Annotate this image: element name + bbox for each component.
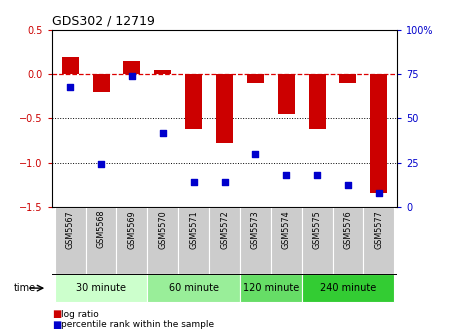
Point (283, 172, 290, 177)
Point (344, 183, 352, 188)
Bar (278, 74, 295, 114)
Bar (154, 70, 171, 74)
Bar (308, 74, 326, 129)
Bar (147, 274, 240, 302)
Point (97, 162, 105, 167)
Bar (92, 74, 110, 92)
Bar (240, 207, 271, 274)
Text: GSM5574: GSM5574 (282, 210, 291, 249)
Point (66, 84, 74, 89)
Bar (271, 207, 302, 274)
Bar (247, 74, 264, 83)
Bar (216, 74, 233, 143)
Text: GSM5575: GSM5575 (313, 210, 321, 249)
Point (252, 151, 259, 157)
Bar (209, 207, 240, 274)
Text: percentile rank within the sample: percentile rank within the sample (61, 321, 214, 329)
Bar (302, 207, 333, 274)
Bar (62, 57, 79, 74)
Text: 240 minute: 240 minute (320, 283, 376, 293)
Point (375, 190, 383, 195)
Text: GDS302 / 12719: GDS302 / 12719 (52, 15, 154, 28)
Point (159, 130, 166, 135)
Text: ■: ■ (52, 309, 61, 319)
Text: GSM5572: GSM5572 (220, 210, 229, 249)
Bar (339, 74, 357, 83)
Point (313, 172, 321, 177)
Bar (86, 207, 116, 274)
Point (190, 179, 197, 185)
Bar (302, 274, 394, 302)
Text: 30 minute: 30 minute (76, 283, 126, 293)
Text: GSM5571: GSM5571 (189, 210, 198, 249)
Bar (55, 207, 86, 274)
Bar (123, 61, 141, 74)
Text: 60 minute: 60 minute (169, 283, 219, 293)
Point (221, 179, 228, 185)
Bar (185, 74, 202, 129)
Bar (240, 274, 302, 302)
Bar (116, 207, 147, 274)
Bar (147, 207, 178, 274)
Bar (370, 74, 387, 194)
Text: GSM5568: GSM5568 (97, 210, 106, 249)
Text: ■: ■ (52, 320, 61, 330)
Bar (55, 274, 147, 302)
Text: 120 minute: 120 minute (242, 283, 299, 293)
Text: time: time (13, 283, 35, 293)
Text: GSM5573: GSM5573 (251, 210, 260, 249)
Bar (363, 207, 394, 274)
Text: GSM5570: GSM5570 (158, 210, 167, 249)
Bar (178, 207, 209, 274)
Text: GSM5577: GSM5577 (374, 210, 383, 249)
Point (128, 74, 136, 79)
Text: GSM5567: GSM5567 (66, 210, 75, 249)
Bar (333, 207, 363, 274)
Text: log ratio: log ratio (61, 310, 98, 319)
Text: GSM5576: GSM5576 (343, 210, 352, 249)
Text: GSM5569: GSM5569 (128, 210, 136, 249)
